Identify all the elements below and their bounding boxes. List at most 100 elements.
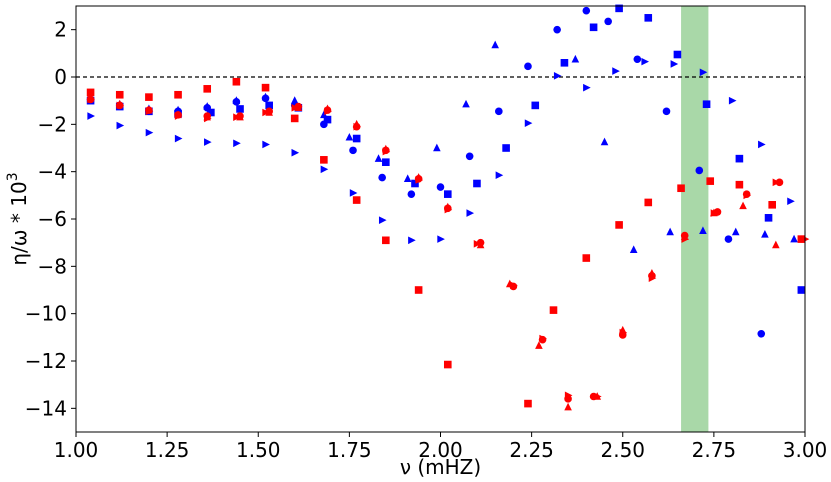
x-axis-label: ν (mHZ) [400,455,481,479]
data-point [433,143,441,152]
x-tick-label: 2.25 [509,438,554,462]
data-point [695,166,704,175]
data-point [510,281,518,290]
y-tick-label: −14 [25,396,67,420]
data-point [473,240,482,248]
x-tick-label: 1.50 [236,438,281,462]
data-point [174,90,182,99]
data-point [411,179,419,188]
data-point [115,90,124,99]
data-point [681,235,690,243]
data-point [724,235,733,243]
data-point [233,139,241,148]
data-point [236,105,244,113]
data-point [699,68,708,77]
data-point [352,134,361,143]
data-point [615,4,623,13]
data-point [531,101,540,110]
data-point [320,156,328,164]
data-point [612,67,620,75]
y-tick-label: −12 [25,349,67,373]
data-point [735,154,744,163]
data-point [758,140,766,149]
data-point [462,99,470,108]
data-point [382,158,390,166]
data-point [706,177,715,185]
data-point [535,341,543,349]
data-point [116,121,125,130]
data-point [764,214,773,222]
data-point [710,209,719,217]
data-point [443,190,452,198]
data-point [382,147,391,156]
data-point [633,55,642,64]
data-point [465,152,474,161]
data-point [86,88,95,97]
data-point [549,306,558,314]
data-point [382,236,390,245]
y-tick-label: −4 [38,160,67,184]
y-axis-label-base: η/ω * 10 [7,181,31,265]
data-point [204,138,212,146]
data-point [524,119,533,127]
data-point [648,269,656,277]
data-point [407,190,416,198]
data-point [797,286,806,294]
data-point [444,205,453,214]
data-point [265,101,273,110]
y-axis: 2 0 −2 −4 −6 −8 −10 −12 −14 [25,18,76,420]
plot-area [75,4,810,433]
y-tick-label: 2 [54,18,67,42]
x-tick-label: 1.75 [327,438,372,462]
data-point [790,234,798,243]
data-point [87,95,95,104]
data-point [207,108,215,117]
data-point [374,154,383,162]
data-point [204,114,212,123]
y-tick-label: −6 [38,207,67,231]
data-point [604,17,612,26]
data-point [641,57,650,66]
data-point [408,236,416,245]
data-point [564,402,572,411]
y-tick-label: −10 [25,302,67,326]
data-point [87,112,95,120]
x-tick-label: 2.50 [600,438,645,462]
data-point [743,191,752,200]
data-point [436,183,445,191]
data-point [323,115,332,124]
data-point [233,113,241,122]
data-point [414,286,423,294]
x-tick-label: 1.00 [54,438,99,462]
data-point [495,107,503,116]
data-point [702,100,711,109]
data-point [728,96,737,105]
data-point [174,134,183,143]
data-point [502,144,510,152]
x-tick-label: 1.25 [145,438,190,462]
data-point [772,240,780,249]
data-point [589,23,598,32]
data-point [662,107,671,116]
data-point [349,189,358,197]
data-point [262,108,270,117]
data-point [553,25,561,34]
data-point [673,50,682,59]
data-point [353,122,362,131]
data-point [772,178,781,187]
data-point [345,132,354,141]
data-point [699,226,707,235]
data-point [473,179,481,188]
data-point [378,216,387,224]
data-point [174,105,182,114]
data-point [203,102,212,110]
data-point [262,140,270,149]
data-point [324,107,332,116]
data-point [466,209,475,217]
data-point [476,240,485,249]
data-point [583,83,591,92]
data-point [378,173,386,182]
data-point [666,227,674,236]
data-point [582,254,591,262]
data-point [261,92,270,101]
